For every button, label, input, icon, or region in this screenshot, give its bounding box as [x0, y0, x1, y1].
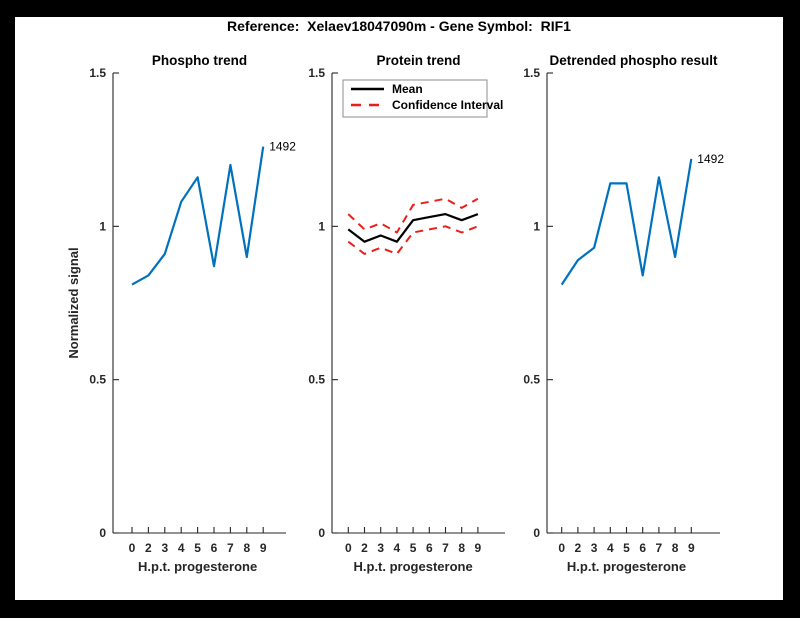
figure-title: Reference: Xelaev18047090m - Gene Symbol… — [227, 18, 571, 34]
y-tick-label: 1.5 — [523, 66, 540, 80]
x-tick-label: 2 — [361, 541, 368, 555]
legend-label: Confidence Interval — [392, 98, 503, 112]
x-tick-label: 9 — [688, 541, 695, 555]
figure-canvas: Reference: Xelaev18047090m - Gene Symbol… — [15, 17, 783, 600]
x-tick-label: 3 — [161, 541, 168, 555]
y-tick-label: 0 — [318, 526, 325, 540]
x-tick-label: 2 — [145, 541, 152, 555]
x-tick-label: 5 — [623, 541, 630, 555]
y-tick-label: 1 — [99, 219, 106, 233]
subplot-title: Detrended phospho result — [549, 53, 718, 68]
x-axis-label: H.p.t. progesterone — [138, 559, 257, 574]
y-tick-label: 0 — [533, 526, 540, 540]
x-tick-label: 5 — [410, 541, 417, 555]
subplot-title: Protein trend — [376, 53, 460, 68]
series-line-phospho-signal — [131, 146, 265, 286]
x-tick-label: 8 — [672, 541, 679, 555]
x-tick-label: 6 — [639, 541, 646, 555]
y-tick-label: 1 — [533, 219, 540, 233]
x-tick-label: 7 — [227, 541, 234, 555]
x-tick-label: 0 — [345, 541, 352, 555]
y-tick-label: 1.5 — [89, 66, 106, 80]
x-axis-label: H.p.t. progesterone — [567, 559, 686, 574]
x-tick-label: 8 — [243, 541, 250, 555]
x-tick-label: 3 — [591, 541, 598, 555]
y-tick-label: 1 — [318, 219, 325, 233]
x-tick-label: 9 — [260, 541, 267, 555]
series-line-detrended-phospho-signal — [560, 158, 693, 286]
x-tick-label: 4 — [607, 541, 614, 555]
y-tick-label: 0.5 — [523, 373, 540, 387]
x-axis-label: H.p.t. progesterone — [354, 559, 473, 574]
y-axis-label: Normalized signal — [66, 247, 81, 358]
series-line-mean — [347, 213, 479, 243]
legend: Mean Confidence Interval — [342, 79, 503, 118]
series-line-ci-lower — [347, 225, 479, 255]
endpoint-label: 1492 — [269, 140, 296, 154]
x-tick-label: 3 — [377, 541, 384, 555]
x-tick-label: 4 — [178, 541, 185, 555]
subplot-title: Phospho trend — [152, 53, 247, 68]
y-tick-label: 1.5 — [308, 66, 325, 80]
x-tick-label: 6 — [211, 541, 218, 555]
y-tick-label: 0.5 — [89, 373, 106, 387]
y-tick-label: 0.5 — [308, 373, 325, 387]
series-line-ci-upper — [347, 197, 479, 234]
y-tick-label: 0 — [99, 526, 106, 540]
endpoint-label: 1492 — [697, 152, 724, 166]
x-tick-label: 8 — [458, 541, 465, 555]
x-tick-label: 6 — [426, 541, 433, 555]
x-tick-label: 5 — [194, 541, 201, 555]
x-tick-label: 7 — [656, 541, 663, 555]
x-tick-label: 0 — [558, 541, 565, 555]
legend-label: Mean — [392, 82, 423, 96]
x-tick-label: 4 — [394, 541, 401, 555]
x-tick-label: 0 — [129, 541, 136, 555]
x-tick-label: 9 — [475, 541, 482, 555]
x-tick-label: 2 — [575, 541, 582, 555]
x-tick-label: 7 — [442, 541, 449, 555]
legend-box — [342, 79, 488, 118]
